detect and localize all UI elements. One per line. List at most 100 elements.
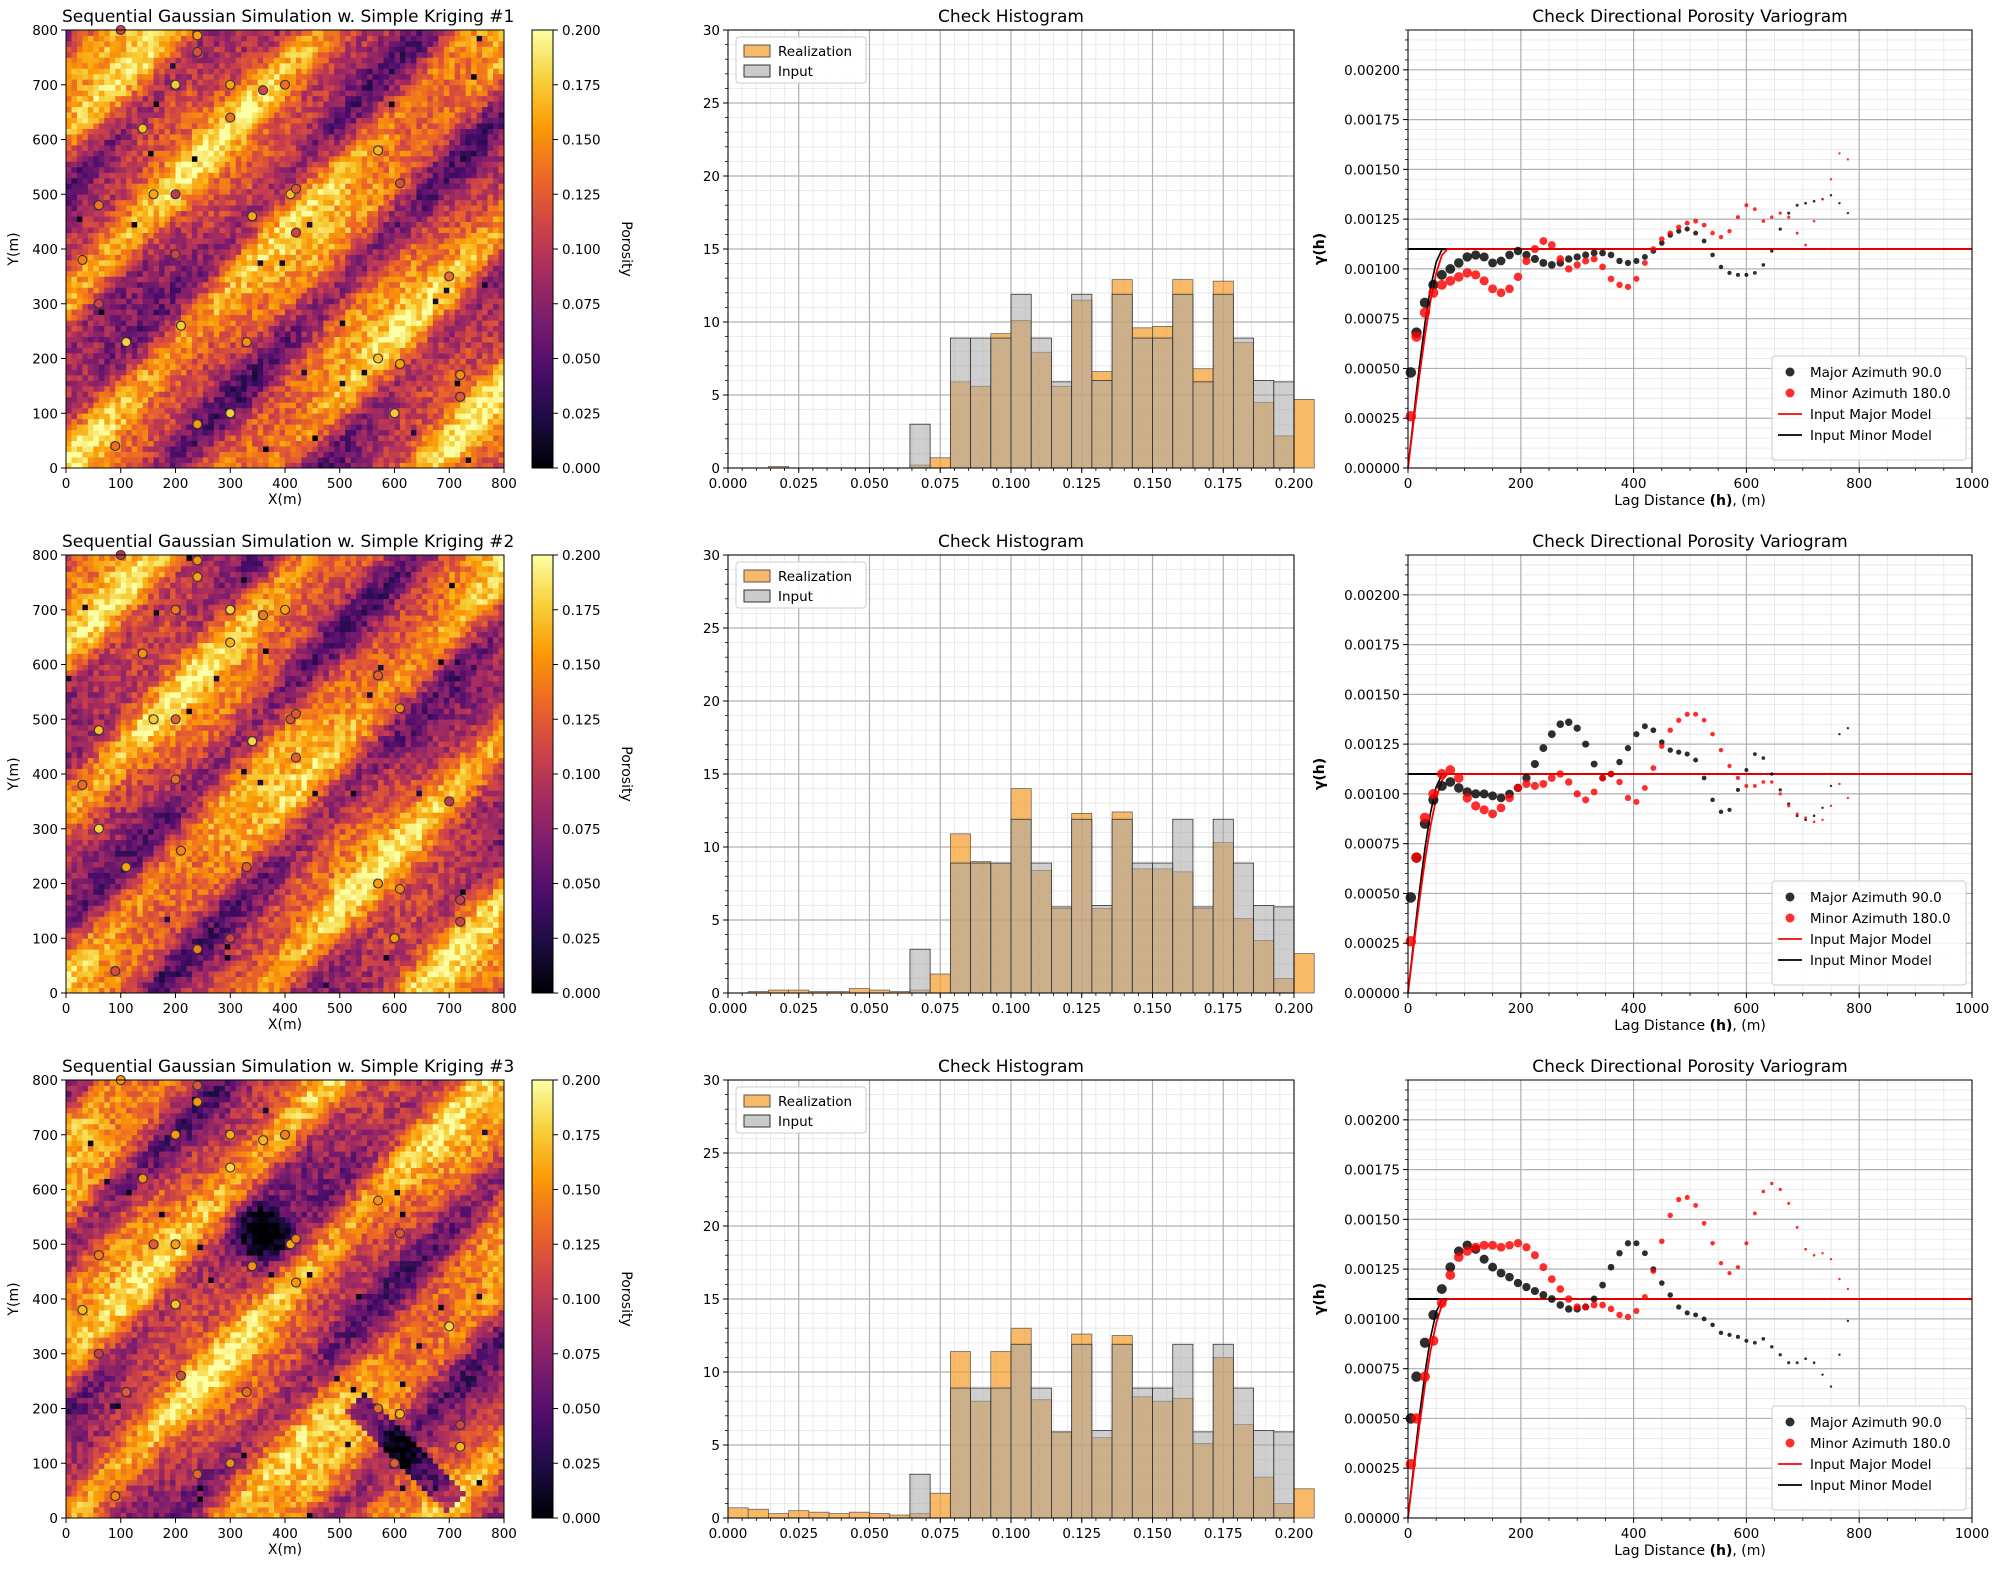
map-cell	[317, 117, 324, 124]
map-cell	[394, 325, 401, 332]
map-cell	[361, 276, 368, 283]
map-cell	[306, 440, 313, 447]
map-cell	[137, 210, 144, 217]
map-cell	[120, 270, 127, 277]
map-cell	[175, 265, 182, 272]
map-cell	[257, 402, 264, 409]
map-cell	[263, 424, 269, 431]
map-cell	[274, 183, 280, 190]
map-cell	[334, 238, 341, 244]
map-cell	[219, 210, 226, 217]
map-cell	[367, 112, 374, 119]
map-cell	[202, 369, 209, 376]
map-cell	[180, 331, 187, 338]
map-cell	[76, 446, 83, 452]
map-cell	[197, 117, 204, 124]
map-cell	[361, 238, 368, 244]
map-cell	[208, 429, 215, 436]
map-cell	[170, 462, 176, 469]
map-cell	[339, 57, 346, 64]
map-cell	[164, 150, 171, 157]
map-cell	[323, 62, 330, 69]
map-cell	[345, 249, 352, 255]
map-cell	[235, 451, 242, 458]
map-cell	[274, 418, 280, 425]
map-cell	[301, 402, 308, 409]
map-cell	[175, 413, 182, 420]
map-cell	[66, 134, 72, 140]
map-cell	[317, 363, 324, 370]
map-cell	[405, 451, 412, 458]
map-cell	[153, 199, 160, 206]
map-cell	[120, 259, 127, 266]
map-cell	[164, 155, 171, 162]
map-cell	[126, 112, 133, 119]
map-cell	[137, 221, 144, 228]
map-cell	[241, 391, 248, 398]
map-cell	[191, 73, 198, 80]
map-cell	[334, 374, 341, 381]
map-cell	[115, 46, 122, 53]
map-cell	[350, 221, 357, 228]
map-cell	[71, 358, 78, 365]
map-cell	[246, 123, 253, 129]
map-cell	[197, 227, 204, 233]
map-cell	[213, 183, 220, 190]
map-cell	[241, 298, 248, 305]
map-cell	[361, 309, 368, 316]
map-title-1: Sequential Gaussian Simulation w. Simple…	[62, 7, 514, 27]
map-cell	[367, 380, 374, 387]
map-cell	[290, 35, 297, 42]
map-cell	[312, 342, 319, 348]
map-cell	[219, 46, 226, 53]
map-cell	[383, 90, 390, 97]
map-cell	[186, 73, 193, 80]
map-cell	[93, 265, 100, 272]
map-cell	[82, 117, 89, 124]
map-cell	[115, 128, 122, 135]
map-cell	[328, 134, 335, 140]
map-cell	[317, 249, 324, 255]
map-cell	[356, 276, 363, 283]
map-cell	[66, 73, 72, 80]
map-cell	[372, 210, 379, 217]
map-cell	[378, 128, 384, 135]
map-cell	[197, 440, 204, 447]
map-cell	[350, 232, 357, 239]
map-cell	[170, 259, 176, 266]
map-cell	[71, 342, 78, 348]
map-cell	[389, 254, 395, 261]
map-cell	[219, 429, 226, 436]
map-cell	[186, 347, 193, 354]
map-cell	[235, 429, 242, 436]
map-cell	[98, 57, 105, 64]
map-cell	[115, 194, 122, 201]
map-cell	[328, 238, 335, 244]
map-cell	[142, 287, 149, 294]
map-cell	[246, 446, 253, 452]
map-cell	[290, 385, 297, 392]
map-cell	[208, 238, 215, 244]
map-cell	[350, 117, 357, 124]
map-cell	[345, 188, 352, 195]
map-cell	[394, 35, 401, 42]
map-cell	[93, 134, 100, 140]
map-cell	[350, 238, 357, 244]
map-cell	[268, 320, 275, 327]
map-cell	[279, 298, 286, 305]
map-cell	[257, 358, 264, 365]
map-cell	[76, 172, 83, 179]
map-cell	[71, 238, 78, 244]
map-cell	[109, 30, 116, 36]
map-cell	[202, 314, 209, 321]
map-cell	[367, 62, 374, 69]
map-cell	[82, 314, 89, 321]
map-cell	[378, 155, 384, 162]
map-cell	[317, 325, 324, 332]
map-cell	[323, 68, 330, 75]
map-cell	[383, 314, 390, 321]
map-cell	[93, 46, 100, 53]
map-cell	[235, 243, 242, 250]
map-cell	[170, 46, 176, 53]
map-cell	[361, 177, 368, 184]
